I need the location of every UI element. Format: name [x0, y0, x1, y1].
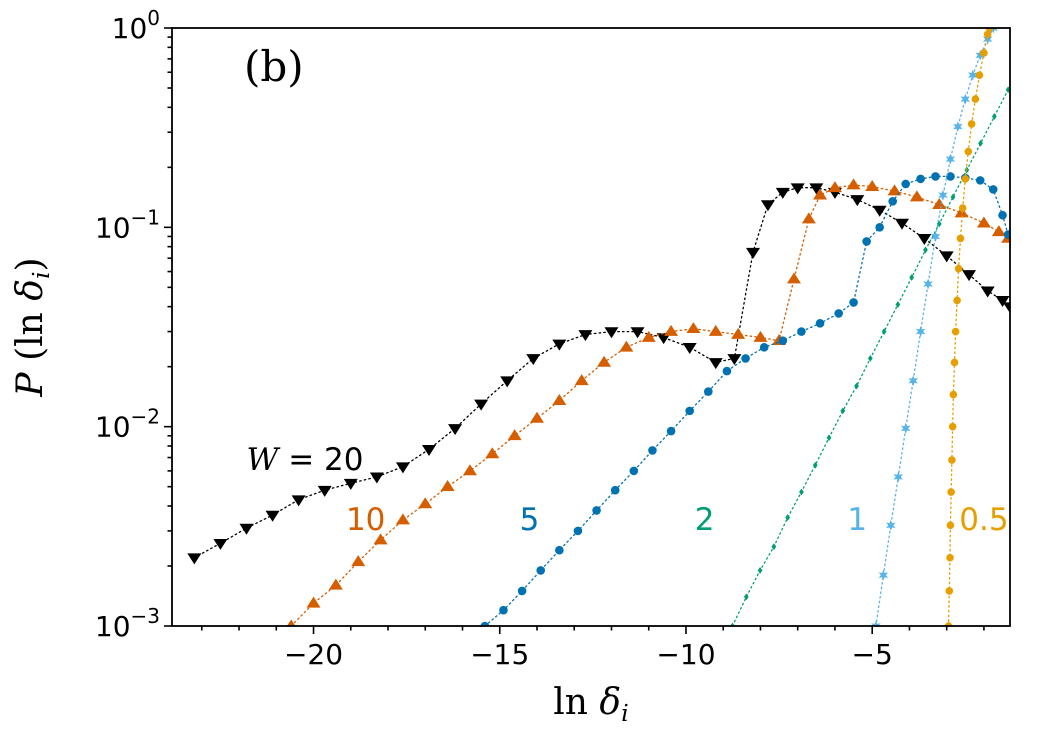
series-w2 [730, 86, 1010, 626]
series-labels: W = 20 10 5 2 1 0.5 [246, 442, 1008, 538]
marker-w5 [610, 485, 620, 495]
y-axis-label: P (ln δi) [10, 257, 55, 397]
series-w05 [944, 28, 994, 626]
marker-w5 [555, 545, 564, 555]
axes [164, 27, 985, 634]
marker-w5 [888, 197, 897, 206]
marker-w05 [946, 521, 955, 530]
marker-w05 [985, 28, 994, 32]
marker-w05 [975, 71, 984, 79]
marker-w05 [954, 264, 963, 273]
label-w10: 10 [346, 502, 385, 538]
markers-w20 [187, 183, 1010, 565]
series-w20 [187, 183, 1010, 565]
y-axis-tick-label: 10−1 [95, 205, 160, 244]
y-axis-tick-label: 100 [112, 6, 160, 45]
marker-w05 [956, 234, 965, 243]
x-axis-label: ln δi [553, 682, 628, 727]
series-line-w05 [947, 28, 991, 626]
y-axis-tick-label: 10−3 [95, 604, 160, 643]
marker-w5 [849, 298, 858, 307]
marker-w05 [961, 175, 970, 183]
series-line-w10 [290, 184, 1009, 626]
marker-w05 [967, 120, 976, 128]
x-axis-tick-label: −20 [284, 638, 343, 671]
marker-w5 [975, 176, 985, 185]
marker-w05 [947, 488, 955, 496]
label-w05: 0.5 [959, 502, 1008, 538]
marker-w5 [946, 172, 955, 181]
marker-w05 [980, 49, 988, 57]
marker-w5 [862, 237, 871, 246]
marker-w5 [759, 343, 769, 352]
series-w1 [871, 28, 998, 626]
marker-w05 [948, 456, 956, 464]
marker-w05 [945, 587, 954, 595]
marker-w05 [971, 95, 980, 103]
markers-w10 [286, 178, 1010, 626]
x-axis-tick-label: −5 [852, 638, 893, 671]
y-axis-tick-label: 10−2 [95, 405, 160, 444]
marker-w05 [948, 422, 957, 431]
marker-w5 [685, 406, 694, 416]
marker-w5 [499, 605, 508, 615]
marker-w5 [666, 426, 676, 436]
marker-w5 [988, 185, 998, 194]
label-w20: W = 20 [246, 442, 363, 478]
plot-area [187, 28, 1010, 626]
marker-w5 [629, 466, 639, 476]
marker-w5 [931, 172, 940, 181]
series-w10 [286, 178, 1010, 626]
marker-w5 [573, 526, 583, 536]
marker-w05 [949, 390, 958, 399]
tick-labels: −20 −15 −10 −5 100 10−1 10−2 10−3 [95, 6, 893, 671]
marker-w5 [722, 366, 732, 376]
marker-w5 [834, 309, 843, 318]
marker-w05 [946, 553, 954, 562]
marker-w5 [778, 336, 788, 345]
marker-w05 [950, 358, 959, 367]
marker-w5 [901, 179, 911, 189]
series-w5 [480, 172, 1010, 626]
marker-w5 [592, 506, 601, 515]
marker-w5 [815, 319, 825, 328]
marker-w5 [741, 354, 750, 363]
marker-w05 [953, 296, 961, 305]
marker-w5 [875, 223, 884, 232]
marker-w5 [648, 446, 657, 455]
label-w1: 1 [847, 502, 867, 538]
marker-w5 [797, 327, 806, 336]
plot-frame [171, 27, 1011, 627]
series-line-w20 [193, 187, 1010, 559]
marker-w05 [944, 622, 953, 626]
x-axis-tick-label: −15 [470, 638, 529, 671]
label-w2: 2 [695, 502, 715, 538]
marker-w05 [951, 327, 960, 336]
label-w5: 5 [520, 502, 540, 538]
marker-w5 [536, 566, 546, 575]
marker-w05 [958, 204, 967, 212]
marker-w5 [517, 586, 527, 596]
markers-w1 [871, 28, 998, 626]
x-axis-tick-label: −10 [656, 638, 715, 671]
marker-w05 [964, 147, 973, 156]
marker-w5 [916, 174, 925, 184]
marker-w5 [704, 387, 713, 396]
marker-w05 [983, 30, 992, 39]
markers-w2 [730, 86, 1010, 626]
marker-w5 [998, 210, 1007, 220]
marker-w5 [1003, 230, 1010, 239]
marker-w5 [480, 621, 490, 626]
